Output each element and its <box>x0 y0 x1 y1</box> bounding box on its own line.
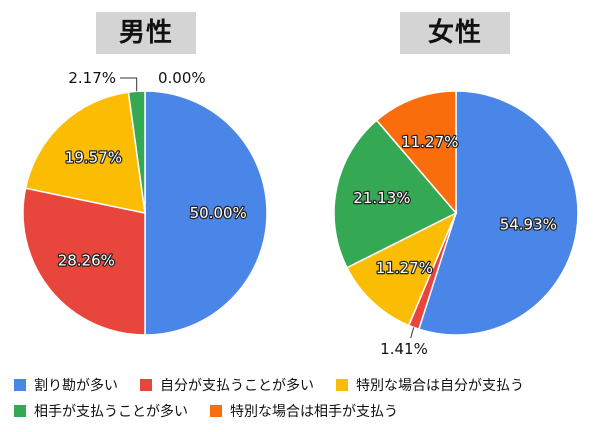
label-female-partner-special: 11.27% <box>401 133 458 151</box>
label-female-self-special: 11.27% <box>376 259 433 277</box>
legend-label-split: 割り勘が多い <box>34 378 118 394</box>
label-male-split: 50.00% <box>190 204 247 222</box>
legend: 割り勘が多い 自分が支払うことが多い 特別な場合は自分が支払う 相手が支払うこと… <box>14 372 594 424</box>
label-female-partner-pays: 21.13% <box>353 189 410 207</box>
slice-male-self-special <box>24 91 146 214</box>
slice-female-partner-special <box>375 90 457 216</box>
legend-row-1: 割り勘が多い 自分が支払うことが多い 特別な場合は自分が支払う <box>14 372 594 398</box>
pie-female: 54.93% 1.41% 11.27% 21.13% 11.27% <box>333 90 579 358</box>
legend-label-self-pays: 自分が支払うことが多い <box>160 378 314 394</box>
label-male-self-special: 19.57% <box>65 149 122 167</box>
label-male-partner-special: 0.00% <box>158 69 206 87</box>
chart-title-female: 女性 <box>400 12 510 54</box>
legend-item-partner-special: 特別な場合は相手が支払う <box>210 401 398 421</box>
legend-item-self-pays: 自分が支払うことが多い <box>140 375 314 395</box>
legend-item-split: 割り勘が多い <box>14 375 118 395</box>
legend-swatch-split <box>14 379 26 391</box>
label-male-self-pays: 28.26% <box>58 252 115 270</box>
slice-male-split <box>144 90 268 336</box>
legend-label-partner-pays: 相手が支払うことが多い <box>34 404 188 420</box>
leader-female-self-pays <box>410 327 415 339</box>
legend-label-self-special: 特別な場合は自分が支払う <box>356 378 524 394</box>
pie-male: 50.00% 28.26% 19.57% 2.17% 0.00% <box>22 69 268 336</box>
slice-female-self-special <box>345 211 458 327</box>
chart-title-male: 男性 <box>96 12 196 54</box>
label-female-split: 54.93% <box>500 215 557 233</box>
label-male-partner-pays: 2.17% <box>68 69 116 87</box>
slice-female-split <box>417 90 579 336</box>
legend-swatch-self-special <box>336 379 348 391</box>
legend-swatch-partner-pays <box>14 405 26 417</box>
legend-label-partner-special: 特別な場合は相手が支払う <box>230 404 398 420</box>
pie-charts: 50.00% 28.26% 19.57% 2.17% 0.00% 54.93% 1.41%… <box>22 69 579 358</box>
legend-item-partner-pays: 相手が支払うことが多い <box>14 401 188 421</box>
legend-swatch-partner-special <box>210 405 222 417</box>
label-female-self-pays: 1.41% <box>380 340 428 358</box>
slice-male-self-pays <box>22 187 146 336</box>
legend-swatch-self-pays <box>140 379 152 391</box>
leader-male-partner-pays <box>120 77 138 92</box>
legend-item-self-special: 特別な場合は自分が支払う <box>336 375 524 395</box>
legend-row-2: 相手が支払うことが多い 特別な場合は相手が支払う <box>14 398 594 424</box>
slice-female-partner-pays <box>333 119 458 269</box>
